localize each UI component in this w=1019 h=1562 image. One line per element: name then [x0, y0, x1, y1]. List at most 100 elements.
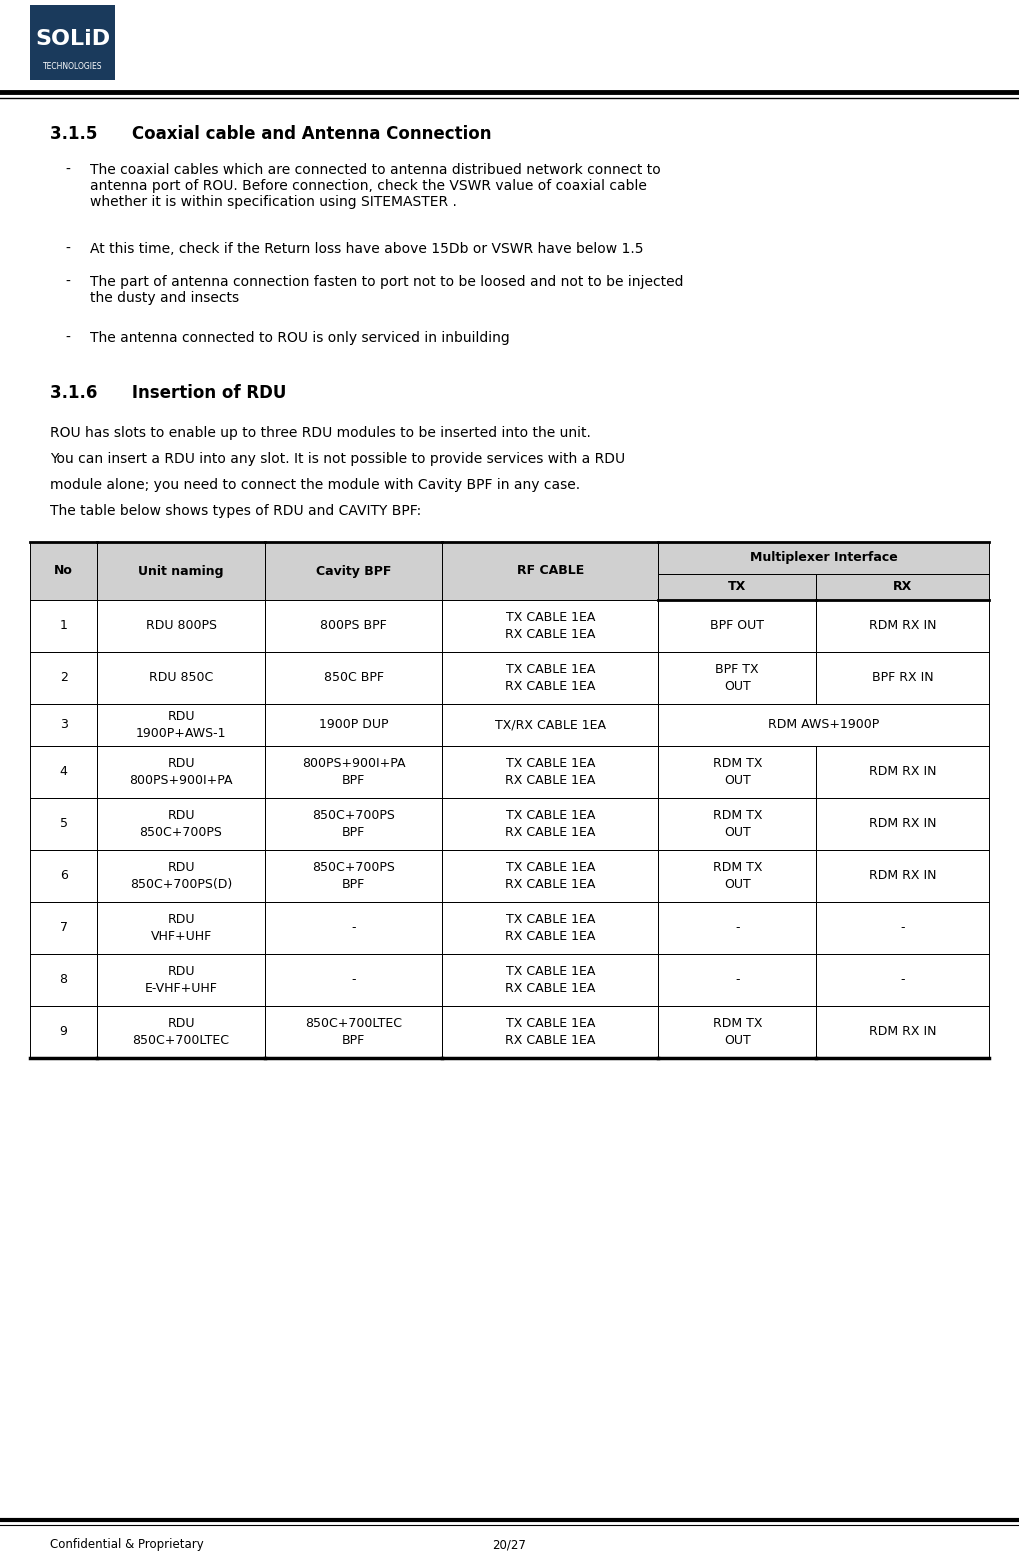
Text: 4: 4 [60, 765, 67, 778]
Bar [816, 954, 989, 1006]
Text: 800PS BPF: 800PS BPF [320, 620, 387, 633]
Text: RDU
850C+700PS(D): RDU 850C+700PS(D) [129, 861, 232, 890]
Text: You can insert a RDU into any slot. It is not possible to provide services with : You can insert a RDU into any slot. It i… [50, 451, 625, 465]
Text: The coaxial cables which are connected to antenna distribued network connect to
: The coaxial cables which are connected t… [90, 162, 660, 209]
Bar [265, 850, 442, 901]
Text: 6: 6 [60, 870, 67, 883]
Text: 3.1.6      Insertion of RDU: 3.1.6 Insertion of RDU [50, 384, 286, 401]
Text: Multiplexer Interface: Multiplexer Interface [750, 551, 898, 564]
Bar [442, 651, 658, 704]
Text: TX: TX [729, 581, 746, 594]
Bar [816, 850, 989, 901]
Bar [265, 542, 442, 600]
Bar [265, 954, 442, 1006]
Text: TX CABLE 1EA
RX CABLE 1EA: TX CABLE 1EA RX CABLE 1EA [505, 965, 595, 995]
Bar [442, 1006, 658, 1057]
Text: RDU
VHF+UHF: RDU VHF+UHF [151, 914, 212, 943]
Text: RX: RX [893, 581, 912, 594]
Text: ROU has slots to enable up to three RDU modules to be inserted into the unit.: ROU has slots to enable up to three RDU … [50, 426, 591, 440]
Bar [658, 542, 989, 573]
Bar [816, 798, 989, 850]
Bar [97, 798, 265, 850]
Bar [816, 651, 989, 704]
Text: TX CABLE 1EA
RX CABLE 1EA: TX CABLE 1EA RX CABLE 1EA [505, 809, 595, 839]
Bar [97, 954, 265, 1006]
Text: -: - [65, 331, 70, 345]
Bar [442, 600, 658, 651]
Text: RDM TX
OUT: RDM TX OUT [712, 758, 762, 787]
Bar [30, 954, 97, 1006]
Bar [442, 747, 658, 798]
Text: 3: 3 [60, 719, 67, 731]
Text: RDU 800PS: RDU 800PS [146, 620, 217, 633]
Text: TX CABLE 1EA
RX CABLE 1EA: TX CABLE 1EA RX CABLE 1EA [505, 914, 595, 943]
Text: 20/27: 20/27 [492, 1539, 527, 1551]
Text: module alone; you need to connect the module with Cavity BPF in any case.: module alone; you need to connect the mo… [50, 478, 580, 492]
Text: 8: 8 [59, 973, 67, 987]
Text: RDU 850C: RDU 850C [149, 672, 213, 684]
Bar [442, 542, 658, 600]
Bar [97, 651, 265, 704]
Text: RF CABLE: RF CABLE [517, 564, 584, 578]
Text: No: No [54, 564, 73, 578]
Text: 2: 2 [60, 672, 67, 684]
Bar [442, 850, 658, 901]
Text: 850C+700PS
BPF: 850C+700PS BPF [312, 861, 395, 890]
Bar [658, 1006, 816, 1057]
Text: RDU
850C+700PS: RDU 850C+700PS [140, 809, 222, 839]
Text: RDM TX
OUT: RDM TX OUT [712, 1017, 762, 1047]
Text: Confidential & Proprietary: Confidential & Proprietary [50, 1539, 204, 1551]
Text: 3.1.5      Coaxial cable and Antenna Connection: 3.1.5 Coaxial cable and Antenna Connecti… [50, 125, 491, 144]
Bar [658, 573, 816, 600]
Bar [30, 901, 97, 954]
Bar [265, 901, 442, 954]
Bar [30, 850, 97, 901]
Text: RDM AWS+1900P: RDM AWS+1900P [768, 719, 879, 731]
Bar [442, 901, 658, 954]
Bar [97, 850, 265, 901]
Bar [265, 600, 442, 651]
Bar [30, 747, 97, 798]
Text: The antenna connected to ROU is only serviced in inbuilding: The antenna connected to ROU is only ser… [90, 331, 510, 345]
Text: Unit naming: Unit naming [139, 564, 224, 578]
Text: BPF RX IN: BPF RX IN [872, 672, 933, 684]
Text: RDU
1900P+AWS-1: RDU 1900P+AWS-1 [136, 711, 226, 740]
Text: 5: 5 [59, 817, 67, 831]
Bar [30, 704, 97, 747]
Text: 850C BPF: 850C BPF [324, 672, 384, 684]
Text: RDU
E-VHF+UHF: RDU E-VHF+UHF [145, 965, 217, 995]
Text: 7: 7 [59, 922, 67, 934]
Bar [265, 651, 442, 704]
Bar [658, 850, 816, 901]
Text: 800PS+900I+PA
BPF: 800PS+900I+PA BPF [302, 758, 406, 787]
Bar [97, 600, 265, 651]
Bar [265, 747, 442, 798]
Bar [97, 542, 265, 600]
Text: TECHNOLOGIES: TECHNOLOGIES [43, 62, 102, 70]
Text: TX CABLE 1EA
RX CABLE 1EA: TX CABLE 1EA RX CABLE 1EA [505, 611, 595, 640]
Text: TX CABLE 1EA
RX CABLE 1EA: TX CABLE 1EA RX CABLE 1EA [505, 1017, 595, 1047]
Text: 850C+700LTEC
BPF: 850C+700LTEC BPF [305, 1017, 403, 1047]
Text: -: - [735, 922, 740, 934]
Text: -: - [901, 973, 905, 987]
Bar [442, 704, 658, 747]
Text: RDM TX
OUT: RDM TX OUT [712, 809, 762, 839]
Text: -: - [735, 973, 740, 987]
Text: RDM RX IN: RDM RX IN [869, 817, 936, 831]
Bar [30, 600, 97, 651]
Bar [442, 798, 658, 850]
Text: 1: 1 [60, 620, 67, 633]
Text: -: - [65, 242, 70, 256]
Bar [97, 704, 265, 747]
Bar [816, 600, 989, 651]
Bar [265, 798, 442, 850]
Bar [30, 651, 97, 704]
Bar [658, 901, 816, 954]
Bar [658, 651, 816, 704]
Text: TX/RX CABLE 1EA: TX/RX CABLE 1EA [495, 719, 605, 731]
Bar [97, 901, 265, 954]
Text: 850C+700PS
BPF: 850C+700PS BPF [312, 809, 395, 839]
Text: RDM RX IN: RDM RX IN [869, 765, 936, 778]
Bar [97, 747, 265, 798]
Bar [30, 1006, 97, 1057]
